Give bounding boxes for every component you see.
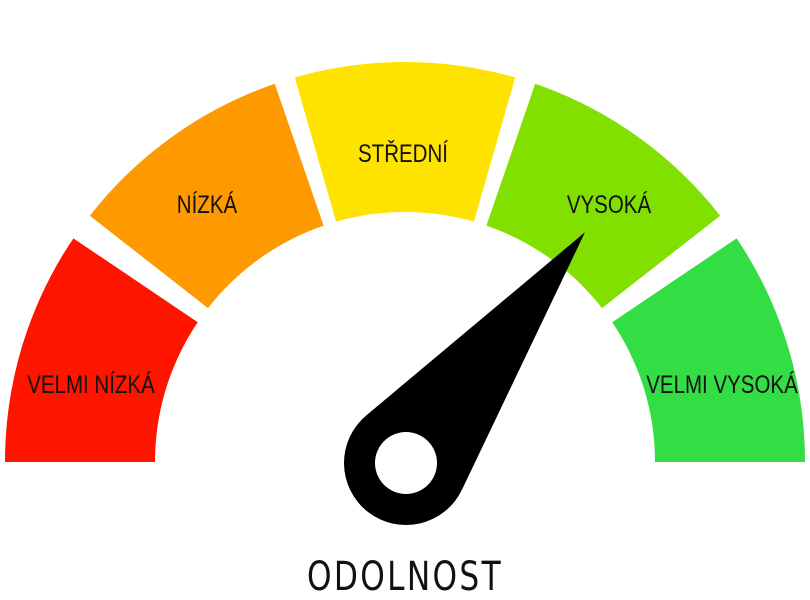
segment-label-medium: STŘEDNÍ: [358, 139, 449, 167]
segment-low: [89, 83, 324, 309]
segment-label-very-low: VELMI NÍZKÁ: [27, 370, 155, 398]
segment-high: [486, 83, 721, 309]
gauge-title: ODOLNOST: [307, 554, 503, 600]
segment-very-low: [5, 238, 198, 462]
segment-medium: [294, 61, 516, 222]
segment-label-high: VYSOKÁ: [567, 190, 652, 218]
needle-hub-hole: [375, 432, 437, 494]
segment-label-low: NÍZKÁ: [177, 190, 238, 218]
gauge-needle: [343, 232, 585, 526]
segment-label-very-high: VELMI VYSOKÁ: [646, 370, 798, 398]
segment-very-high: [612, 238, 805, 462]
